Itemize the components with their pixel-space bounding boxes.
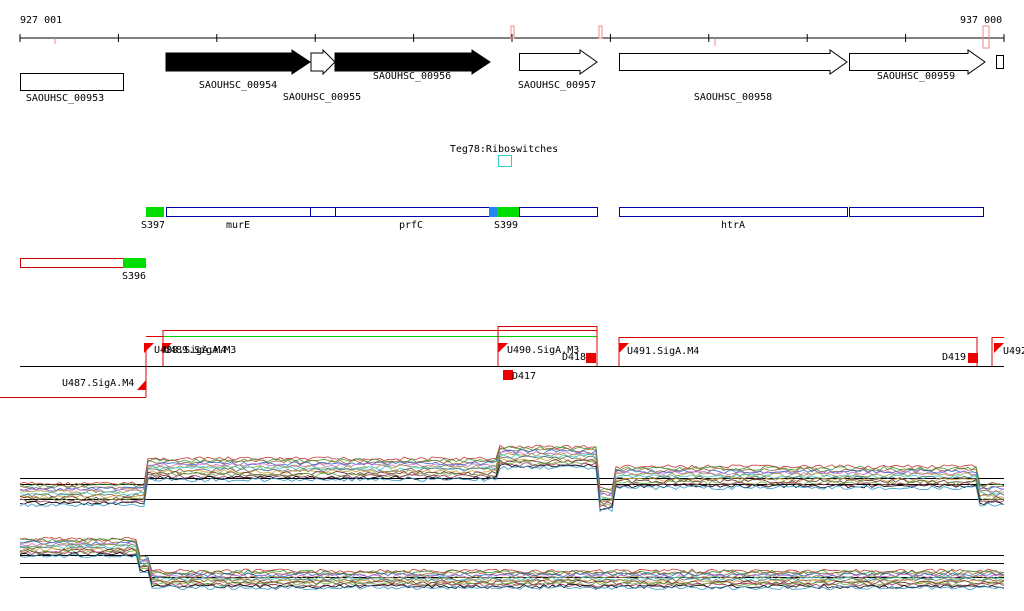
promoter-label: U491.SigA.M4 bbox=[627, 346, 699, 357]
ruler-start: 927 001 bbox=[20, 15, 62, 26]
expression-trace bbox=[19, 459, 1005, 506]
expression-trace bbox=[19, 455, 1005, 502]
rna-box bbox=[498, 155, 512, 167]
expression-trace bbox=[19, 536, 1005, 574]
gene-label: SAOUHSC_00954 bbox=[199, 80, 277, 91]
expression-trace bbox=[19, 454, 1005, 501]
annotation-label: htrA bbox=[721, 220, 745, 231]
gene-label: SAOUHSC_00953 bbox=[26, 93, 104, 104]
promoter-label: U492 bbox=[1003, 346, 1024, 357]
annotation-label: murE bbox=[226, 220, 250, 231]
expression-trace bbox=[19, 460, 1005, 508]
expression-trace bbox=[19, 537, 1005, 575]
promoter-markers bbox=[137, 343, 1004, 390]
promoter-track bbox=[0, 326, 1004, 398]
expression-trace bbox=[19, 457, 1005, 504]
annotation-label: S399 bbox=[494, 220, 518, 231]
expression-trace bbox=[20, 462, 1005, 509]
expression-trace bbox=[19, 444, 1005, 491]
expression-trace bbox=[19, 539, 1005, 577]
expression-trace bbox=[19, 548, 1005, 585]
rna-label: Teg78:Riboswitches bbox=[450, 144, 558, 155]
promoter-label: U487.SigA.M4 bbox=[62, 378, 134, 389]
ruler-end: 937 000 bbox=[960, 15, 1002, 26]
promoter-label: U490.SigA.M3 bbox=[507, 345, 579, 356]
annotation-label: S397 bbox=[141, 220, 165, 231]
expression-trace bbox=[19, 545, 1005, 583]
gene-track bbox=[20, 48, 1004, 91]
gene-label: SAOUHSC_00957 bbox=[518, 80, 596, 91]
expression-trace bbox=[19, 450, 1005, 497]
annotation-label: S396 bbox=[122, 271, 146, 282]
expression-trace bbox=[19, 552, 1005, 589]
expression-trace bbox=[19, 549, 1005, 587]
expression-tracks bbox=[19, 444, 1005, 591]
promoter-label: D417 bbox=[512, 371, 536, 382]
gene-label: SAOUHSC_00956 bbox=[373, 71, 451, 82]
promoter-label: U488.SigA.M4 bbox=[154, 345, 226, 356]
promoter-label: D419 bbox=[942, 352, 966, 363]
expression-trace bbox=[19, 446, 1005, 493]
expression-trace bbox=[19, 553, 1005, 591]
promoter-label: U489.SigA.M3 bbox=[164, 345, 236, 356]
expression-trace bbox=[19, 465, 1005, 513]
annotation-label: prfC bbox=[399, 220, 423, 231]
expression-trace bbox=[19, 543, 1005, 580]
annotation-track bbox=[20, 207, 984, 268]
ruler bbox=[19, 25, 1005, 49]
gene-label: SAOUHSC_00959 bbox=[877, 71, 955, 82]
expression-trace bbox=[19, 541, 1005, 579]
gene-label: SAOUHSC_00955 bbox=[283, 92, 361, 103]
promoter-label: D418 bbox=[562, 352, 586, 363]
gene-label: SAOUHSC_00958 bbox=[694, 92, 772, 103]
